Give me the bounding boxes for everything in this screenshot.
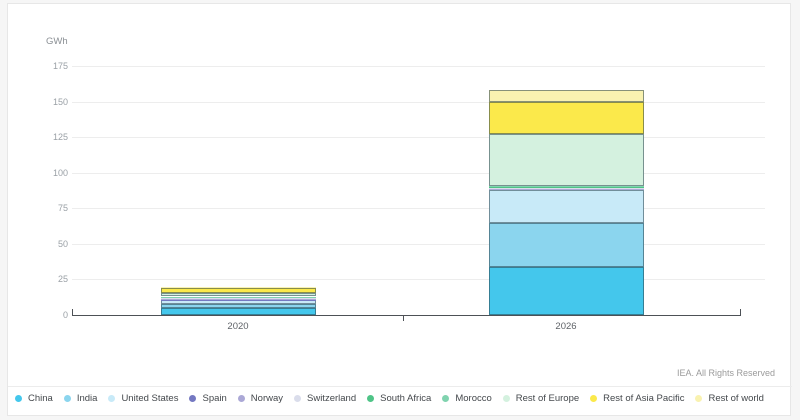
bar-segment-rest-of-world-2026[interactable] (488, 90, 644, 103)
gridline-100 (72, 172, 765, 174)
legend-swatch-switzerland (294, 395, 301, 402)
legend-item-rest-of-europe[interactable]: Rest of Europe (502, 393, 580, 404)
bar-segment-rest-of-asia-pacific-2026[interactable] (488, 102, 644, 134)
x-axis-left-end-tick (72, 309, 73, 316)
legend-label: Norway (250, 393, 283, 404)
legend: China India United States Spain Norway Switze… (15, 393, 785, 404)
y-tick-label-100: 100 (52, 167, 68, 178)
legend-item-morocco[interactable]: Morocco (442, 393, 492, 404)
legend-swatch-rest-of-world (695, 395, 703, 402)
bar-segment-switzerland-2020[interactable] (160, 297, 316, 300)
legend-swatch-spain (189, 395, 197, 402)
bar-segment-rest-of-europe-2026[interactable] (488, 133, 644, 187)
legend-item-rest-of-asia-pacific[interactable]: Rest of Asia Pacific (590, 393, 684, 404)
bar-segment-south-africa-2026[interactable] (488, 187, 644, 189)
legend-label: Switzerland (307, 393, 357, 404)
bar-segment-spain-2026[interactable] (488, 189, 644, 190)
bar-segment-china-2026[interactable] (488, 266, 644, 315)
bar-segment-rest-of-asia-pacific-2020[interactable] (160, 287, 316, 293)
legend-item-norway[interactable]: Norway (237, 393, 283, 404)
y-tick-label-125: 125 (52, 132, 68, 143)
gridline-50 (72, 243, 765, 245)
legend-label: Morocco (455, 393, 492, 404)
legend-label: Rest of Europe (515, 393, 580, 404)
gridline-150 (72, 101, 765, 103)
gridline-75 (72, 208, 765, 210)
x-axis-mid-tick (403, 315, 404, 321)
legend-label: United States (121, 393, 179, 404)
legend-swatch-south-africa (367, 395, 375, 402)
legend-label: South Africa (380, 393, 432, 404)
legend-label: India (76, 393, 98, 404)
category-label-2026: 2026 (555, 321, 577, 332)
legend-item-switzerland[interactable]: Switzerland (294, 393, 356, 404)
bar-segment-china-2020[interactable] (160, 307, 316, 315)
y-tick-label-0: 0 (62, 310, 68, 320)
legend-item-united-states[interactable]: United States (108, 393, 178, 404)
legend-swatch-china (15, 395, 22, 402)
legend-swatch-morocco (442, 395, 450, 402)
bar-segment-switzerland-2026[interactable] (488, 188, 644, 189)
legend-divider (8, 386, 792, 387)
bar-segment-rest-of-world-2020[interactable] (160, 286, 316, 288)
copyright-note: IEA. All Rights Reserved (676, 368, 775, 378)
x-axis-line (72, 315, 740, 316)
legend-item-rest-of-world[interactable]: Rest of world (695, 393, 764, 404)
bar-segment-rest-of-europe-2020[interactable] (160, 292, 316, 297)
gridline-175 (72, 66, 765, 67)
y-tick-label-150: 150 (52, 96, 68, 107)
legend-swatch-rest-of-europe (502, 395, 510, 402)
chart-card (7, 3, 791, 416)
y-tick-label-50: 50 (57, 238, 68, 249)
x-axis-right-end-tick (740, 309, 741, 316)
y-tick-label-25: 25 (57, 274, 68, 285)
legend-swatch-norway (237, 395, 245, 402)
bar-segment-india-2026[interactable] (488, 222, 644, 267)
y-axis-unit-label: GWh (46, 36, 68, 47)
legend-label: Rest of world (708, 393, 764, 404)
legend-swatch-india (63, 395, 71, 402)
bar-segment-india-2020[interactable] (160, 303, 316, 308)
bar-segment-morocco-2026[interactable] (488, 186, 644, 188)
legend-item-india[interactable]: India (63, 393, 98, 404)
bar-segment-united-states-2026[interactable] (488, 189, 644, 223)
legend-swatch-rest-of-asia-pacific (590, 395, 598, 402)
legend-label: Rest of Asia Pacific (603, 393, 685, 404)
category-label-2020: 2020 (227, 321, 249, 332)
y-tick-label-75: 75 (57, 203, 68, 214)
y-tick-label-175: 175 (52, 61, 68, 71)
legend-label: Spain (202, 393, 227, 404)
gridline-25 (72, 279, 765, 281)
gridline-125 (72, 137, 765, 139)
legend-item-china[interactable]: China (15, 393, 53, 404)
legend-item-south-africa[interactable]: South Africa (367, 393, 431, 404)
legend-label: China (28, 393, 53, 404)
legend-item-spain[interactable]: Spain (189, 393, 227, 404)
bar-segment-united-states-2020[interactable] (160, 300, 316, 304)
bar-segment-norway-2026[interactable] (488, 188, 644, 190)
legend-swatch-united-states (108, 395, 116, 402)
